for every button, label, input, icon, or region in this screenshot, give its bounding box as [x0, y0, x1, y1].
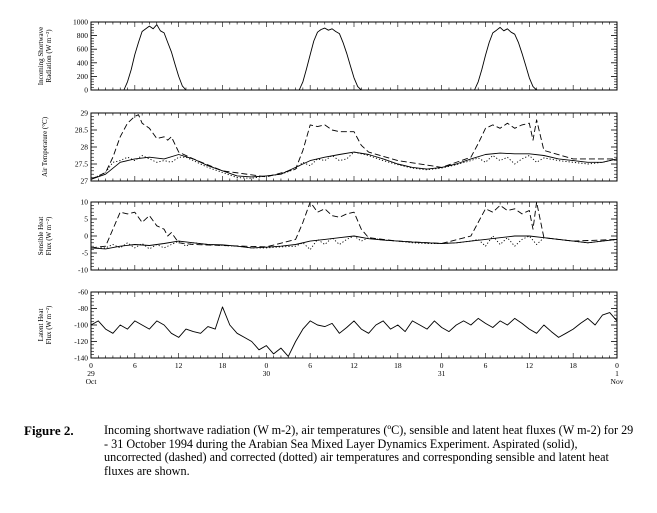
panel-frame: [90, 291, 618, 359]
panel-frame: [90, 21, 618, 91]
series-solid: [90, 306, 618, 357]
y-axis-label-line: Flux (W m⁻²): [45, 216, 53, 255]
x-tick-label: 6: [484, 361, 488, 370]
y-tick-label: 27.5: [75, 160, 88, 169]
x-tick-label: 0 1 Nov: [611, 361, 624, 386]
y-tick-label: -120: [74, 337, 88, 346]
y-axis-label: Sensible HeatFlux (W m⁻²): [37, 216, 53, 255]
x-tick-label-line: 0: [264, 361, 268, 370]
x-tick-label-line: 0: [440, 361, 444, 370]
y-tick-label: 5: [84, 215, 88, 224]
panel-3: -10 -5 0 5 10 Sensible HeatFlux (W m⁻²): [37, 198, 618, 275]
x-tick-label-line: 18: [569, 361, 577, 370]
x-tick-label-line: 6: [308, 361, 312, 370]
x-tick-label: 18: [394, 361, 402, 370]
y-tick-label: -140: [74, 354, 88, 363]
x-tick-label-line: 1: [615, 369, 619, 378]
x-tick-label-line: Nov: [611, 377, 624, 386]
y-axis-label-line: Sensible Heat: [37, 217, 45, 256]
x-tick-label-line: 6: [133, 361, 137, 370]
x-tick-label-line: 0: [615, 361, 619, 370]
y-tick-label: 400: [77, 58, 89, 67]
y-tick-label: -5: [82, 249, 88, 258]
y-axis-label-line: Radiation (W m⁻²): [45, 29, 53, 83]
series-solid: [90, 235, 618, 250]
y-axis-label: Air Temperature (°C): [41, 116, 49, 177]
series-dotted: [91, 235, 618, 251]
x-tick-label: 12: [175, 361, 183, 370]
y-tick-label: 200: [77, 72, 89, 81]
series-solid: [90, 151, 618, 180]
y-tick-label: 0: [84, 232, 88, 241]
panel-frame: [90, 112, 618, 182]
x-tick-label: 6: [308, 361, 312, 370]
x-tick-label-line: Oct: [86, 377, 98, 386]
x-tick-label-line: 12: [175, 361, 183, 370]
y-tick-label: 1000: [73, 18, 88, 27]
x-tick-label: 0 31: [438, 361, 446, 378]
caption-label: Figure 2.: [24, 423, 74, 438]
x-tick-label: 12: [526, 361, 534, 370]
x-tick-label-line: 12: [350, 361, 358, 370]
y-tick-label: 800: [77, 31, 89, 40]
series-dashed: [90, 201, 618, 249]
x-tick-label-line: 18: [394, 361, 402, 370]
caption-text: Incoming shortwave radiation (W m-2), ai…: [104, 423, 634, 478]
y-tick-label: 29: [81, 109, 89, 118]
y-tick-label: 600: [77, 45, 89, 54]
series-dashed: [90, 114, 617, 180]
x-tick-label-line: 6: [484, 361, 488, 370]
figure-caption: Figure 2. Incoming shortwave radiation (…: [24, 423, 634, 478]
y-axis-label-line: Flux (W m⁻²): [45, 305, 53, 344]
y-tick-label: -80: [78, 304, 88, 313]
x-tick-label: 0 30: [263, 361, 271, 378]
y-axis-label: Latent HeatFlux (W m⁻²): [37, 305, 53, 344]
x-tick-label: 18: [569, 361, 577, 370]
x-tick-label: 18: [219, 361, 227, 370]
y-tick-label: 28.5: [75, 126, 88, 135]
y-axis-label-line: Incoming Shortwave: [37, 27, 45, 86]
x-tick-label-line: 12: [526, 361, 534, 370]
x-tick-label-line: 29: [87, 369, 95, 378]
series-solid: [91, 24, 617, 91]
x-tick-label: 0 29 Oct: [86, 361, 98, 386]
y-tick-label: 27: [81, 177, 89, 186]
y-tick-label: 0: [84, 86, 88, 95]
y-tick-label: 28: [81, 143, 89, 152]
y-tick-label: -10: [78, 266, 88, 275]
panel-4: -140 -120 -100 -80 -60 Latent HeatFlux (W m⁻²…: [37, 288, 618, 363]
y-tick-label: -100: [74, 321, 88, 330]
y-axis-label-line: Latent Heat: [37, 309, 45, 342]
y-axis-label-line: Air Temperature (°C): [41, 116, 49, 177]
y-tick-label: 10: [81, 198, 89, 207]
x-tick-label-line: 0: [89, 361, 93, 370]
x-tick-label-line: 31: [438, 369, 446, 378]
y-tick-label: -60: [78, 288, 88, 297]
series-dotted: [90, 151, 618, 180]
x-tick-label: 12: [350, 361, 358, 370]
x-tick-label-line: 18: [219, 361, 227, 370]
x-tick-label: 6: [133, 361, 137, 370]
panel-1: 0 200 400 600 800 1000 Incoming ShortwaveRadia…: [37, 18, 618, 95]
y-axis-label: Incoming ShortwaveRadiation (W m⁻²): [37, 27, 53, 86]
panel-2: 27 27.5 28 28.5 29 Air Temperature (°C): [41, 109, 618, 186]
x-tick-label-line: 30: [263, 369, 271, 378]
